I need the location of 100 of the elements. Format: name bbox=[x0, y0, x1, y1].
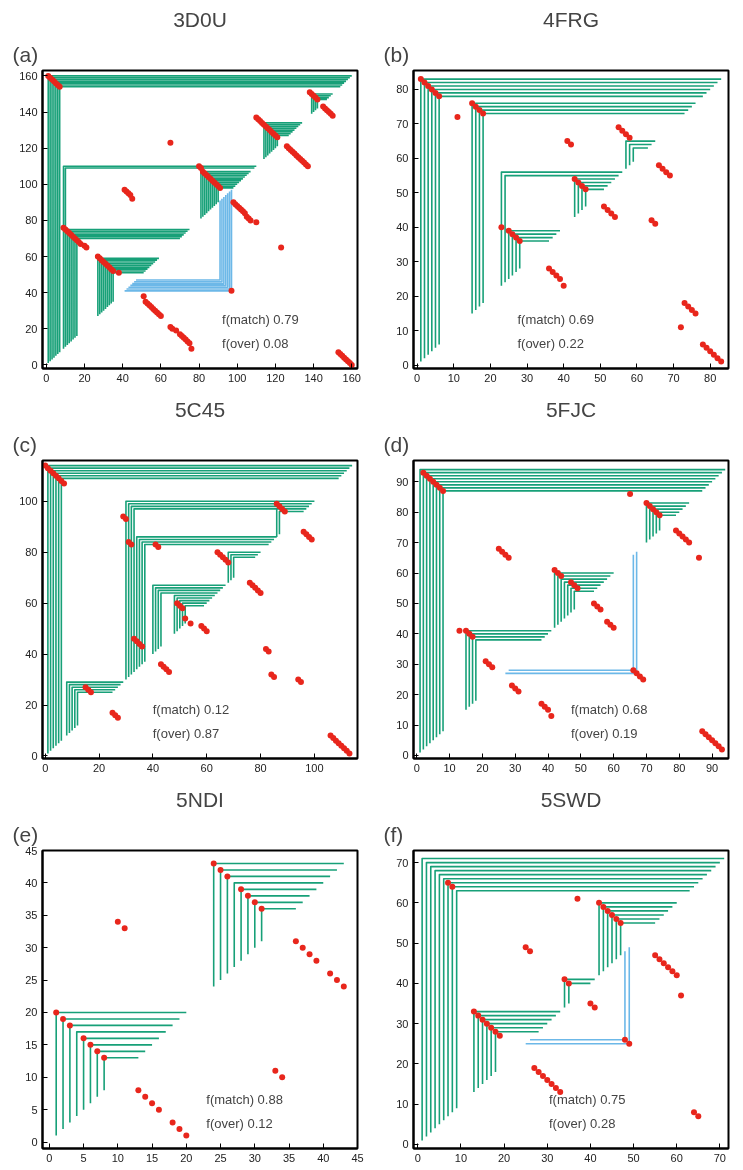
x-tick-label: 120 bbox=[266, 371, 285, 384]
y-tick-label: 70 bbox=[396, 117, 409, 130]
x-tick-label: 10 bbox=[443, 761, 456, 774]
y-tick-label: 0 bbox=[31, 358, 38, 371]
x-tick-label: 40 bbox=[557, 371, 570, 384]
y-tick-label: 35 bbox=[25, 909, 38, 922]
x-tick-label: 30 bbox=[520, 371, 534, 384]
y-tick-label: 10 bbox=[25, 1071, 38, 1084]
x-tick-label: 0 bbox=[46, 1151, 53, 1164]
y-tick-label: 80 bbox=[25, 214, 38, 227]
y-tick-label: 60 bbox=[396, 152, 409, 165]
x-tick-label: 50 bbox=[574, 761, 587, 774]
x-tick-label: 0 bbox=[413, 761, 420, 774]
x-tick-label: 10 bbox=[454, 1151, 468, 1164]
y-tick-label: 60 bbox=[25, 250, 38, 263]
annotation: f(over) 0.12 bbox=[206, 1115, 273, 1131]
y-tick-label: 10 bbox=[396, 1098, 409, 1111]
y-tick-label: 60 bbox=[396, 896, 409, 909]
text: (b) bbox=[383, 42, 410, 66]
x-tick-label: 5 bbox=[80, 1151, 87, 1164]
annotation: f(over) 0.19 bbox=[571, 725, 638, 741]
y-tick-label: 100 bbox=[19, 495, 38, 508]
annotation: f(match) 0.69 bbox=[517, 311, 595, 327]
x-tick-label: 160 bbox=[342, 371, 361, 384]
y-tick-label: 120 bbox=[19, 142, 38, 155]
y-tick-label: 50 bbox=[396, 937, 409, 950]
x-tick-label: 0 bbox=[43, 371, 50, 384]
chart-title: 5FJC bbox=[545, 397, 597, 421]
y-tick-label: 60 bbox=[396, 567, 409, 580]
x-tick-label: 50 bbox=[627, 1151, 640, 1164]
x-tick-label: 70 bbox=[667, 371, 680, 384]
y-tick-label: 5 bbox=[31, 1103, 38, 1116]
y-tick-label: 20 bbox=[396, 1057, 409, 1070]
x-tick-label: 100 bbox=[228, 371, 247, 384]
y-tick-label: 70 bbox=[396, 856, 409, 869]
x-tick-label: 60 bbox=[200, 761, 213, 774]
x-tick-label: 15 bbox=[145, 1151, 159, 1164]
x-tick-label: 30 bbox=[248, 1151, 261, 1164]
y-tick-label: 90 bbox=[396, 475, 409, 488]
x-tick-label: 45 bbox=[351, 1151, 364, 1164]
y-tick-label: 40 bbox=[396, 977, 409, 990]
x-tick-label: 80 bbox=[192, 371, 206, 384]
x-tick-label: 20 bbox=[484, 371, 497, 384]
y-tick-label: 0 bbox=[31, 749, 38, 762]
y-tick-label: 80 bbox=[396, 506, 409, 519]
x-tick-label: 60 bbox=[154, 371, 167, 384]
x-tick-label: 100 bbox=[305, 761, 324, 774]
x-tick-label: 20 bbox=[92, 761, 106, 774]
x-tick-label: 20 bbox=[78, 371, 91, 384]
chart-title: 4FRG bbox=[543, 7, 600, 31]
y-tick-label: 30 bbox=[396, 1017, 409, 1030]
x-tick-label: 80 bbox=[704, 371, 717, 384]
y-tick-label: 15 bbox=[25, 1038, 38, 1051]
y-tick-label: 40 bbox=[25, 648, 38, 661]
y-tick-label: 0 bbox=[402, 1138, 409, 1151]
y-tick-label: 100 bbox=[19, 178, 38, 191]
x-tick-label: 60 bbox=[630, 371, 644, 384]
y-tick-label: 80 bbox=[396, 83, 409, 96]
x-tick-label: 0 bbox=[414, 371, 421, 384]
x-tick-label: 140 bbox=[304, 371, 323, 384]
text: (c) bbox=[12, 432, 37, 456]
x-tick-label: 0 bbox=[414, 1151, 421, 1164]
annotation: f(match) 0.75 bbox=[548, 1091, 626, 1107]
x-tick-label: 40 bbox=[116, 371, 129, 384]
chart-title: 5C45 bbox=[174, 397, 226, 421]
y-tick-label: 20 bbox=[396, 290, 409, 303]
chart-title: 5SWD bbox=[540, 787, 602, 811]
x-tick-label: 40 bbox=[146, 761, 160, 774]
x-tick-label: 30 bbox=[541, 1151, 554, 1164]
y-tick-label: 160 bbox=[19, 69, 38, 82]
y-tick-label: 20 bbox=[25, 1006, 38, 1019]
x-tick-label: 10 bbox=[111, 1151, 124, 1164]
y-tick-label: 10 bbox=[396, 719, 409, 732]
annotation: f(match) 0.88 bbox=[206, 1091, 283, 1107]
x-tick-label: 25 bbox=[214, 1151, 227, 1164]
y-tick-label: 40 bbox=[396, 627, 409, 640]
y-tick-label: 20 bbox=[25, 322, 38, 335]
x-tick-label: 20 bbox=[476, 761, 489, 774]
x-tick-label: 60 bbox=[670, 1151, 683, 1164]
x-tick-label: 50 bbox=[594, 371, 607, 384]
y-tick-label: 20 bbox=[25, 699, 38, 712]
y-tick-label: 30 bbox=[25, 941, 38, 954]
y-tick-label: 40 bbox=[25, 286, 38, 299]
annotation: f(over) 0.22 bbox=[517, 335, 584, 351]
y-tick-label: 50 bbox=[396, 186, 409, 199]
x-tick-label: 80 bbox=[254, 761, 267, 774]
y-tick-label: 10 bbox=[396, 324, 409, 337]
text: (f) bbox=[383, 822, 404, 846]
x-tick-label: 30 bbox=[509, 761, 522, 774]
x-tick-label: 40 bbox=[584, 1151, 597, 1164]
x-tick-label: 20 bbox=[498, 1151, 511, 1164]
y-tick-label: 40 bbox=[25, 876, 38, 889]
y-tick-label: 70 bbox=[396, 536, 409, 549]
y-tick-label: 80 bbox=[25, 546, 38, 559]
y-tick-label: 40 bbox=[396, 221, 409, 234]
text: (d) bbox=[383, 432, 410, 456]
x-tick-label: 70 bbox=[640, 761, 653, 774]
y-tick-label: 20 bbox=[396, 688, 409, 701]
y-tick-label: 25 bbox=[25, 974, 38, 987]
x-tick-label: 80 bbox=[673, 761, 686, 774]
